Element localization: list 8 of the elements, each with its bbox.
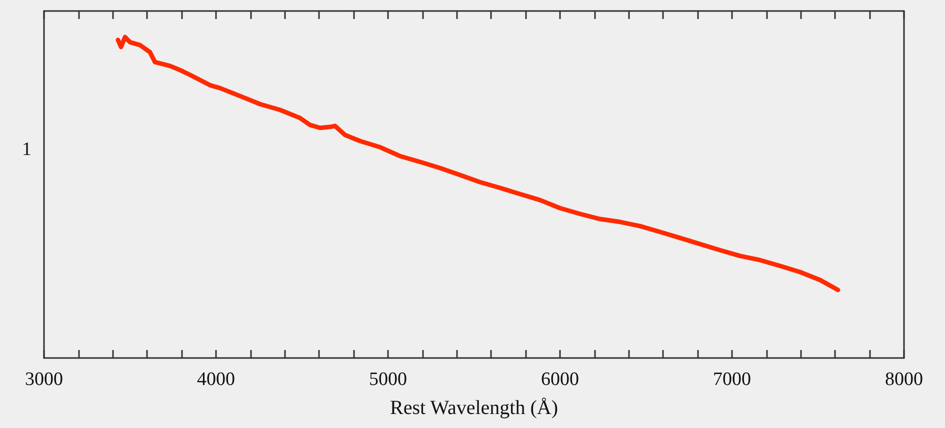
text: 1 (22, 139, 32, 160)
x-tick-label: 8000 (885, 369, 923, 390)
x-tick-label: 5000 (369, 369, 407, 390)
x-tick-label: 4000 (197, 369, 235, 390)
x-tick-label: 6000 (541, 369, 579, 390)
x-tick-label: 7000 (713, 369, 751, 390)
x-axis-title: Rest Wavelength (Å) (390, 397, 558, 419)
x-tick-label: 3000 (25, 369, 63, 390)
